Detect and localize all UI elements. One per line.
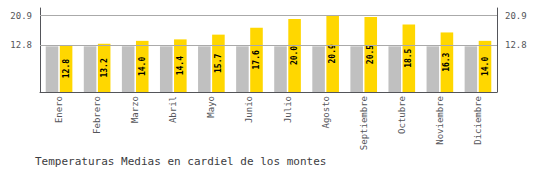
svg-text:Marzo: Marzo — [130, 96, 140, 123]
svg-text:20.9: 20.9 — [505, 11, 527, 21]
svg-text:Agosto: Agosto — [321, 96, 331, 129]
svg-text:14.0: 14.0 — [481, 57, 490, 76]
svg-text:Julio: Julio — [283, 96, 293, 123]
svg-text:Abril: Abril — [168, 96, 178, 123]
svg-text:16.3: 16.3 — [442, 52, 451, 71]
svg-text:13.2: 13.2 — [100, 58, 109, 77]
svg-text:12.8: 12.8 — [505, 40, 527, 50]
svg-text:18.5: 18.5 — [404, 48, 413, 67]
svg-text:20.9: 20.9 — [10, 11, 32, 21]
svg-text:Junio: Junio — [244, 96, 254, 123]
svg-text:14.4: 14.4 — [176, 56, 185, 75]
svg-text:Temperaturas Medias en cardiel: Temperaturas Medias en cardiel de los mo… — [35, 155, 326, 168]
svg-text:Octubre: Octubre — [397, 96, 407, 134]
svg-text:20.9: 20.9 — [328, 44, 337, 63]
svg-text:15.7: 15.7 — [214, 54, 223, 73]
svg-text:Mayo: Mayo — [206, 96, 216, 118]
svg-text:Noviembre: Noviembre — [435, 96, 445, 145]
svg-text:12.8: 12.8 — [10, 40, 32, 50]
svg-text:12.8: 12.8 — [62, 59, 71, 78]
svg-text:20.5: 20.5 — [366, 45, 375, 64]
svg-text:Enero: Enero — [54, 96, 64, 123]
svg-text:17.6: 17.6 — [252, 50, 261, 69]
svg-text:Diciembre: Diciembre — [473, 96, 483, 145]
svg-text:20.0: 20.0 — [290, 46, 299, 65]
svg-text:Febrero: Febrero — [92, 96, 102, 134]
svg-text:14.0: 14.0 — [138, 57, 147, 76]
svg-text:Septiembre: Septiembre — [359, 96, 369, 150]
